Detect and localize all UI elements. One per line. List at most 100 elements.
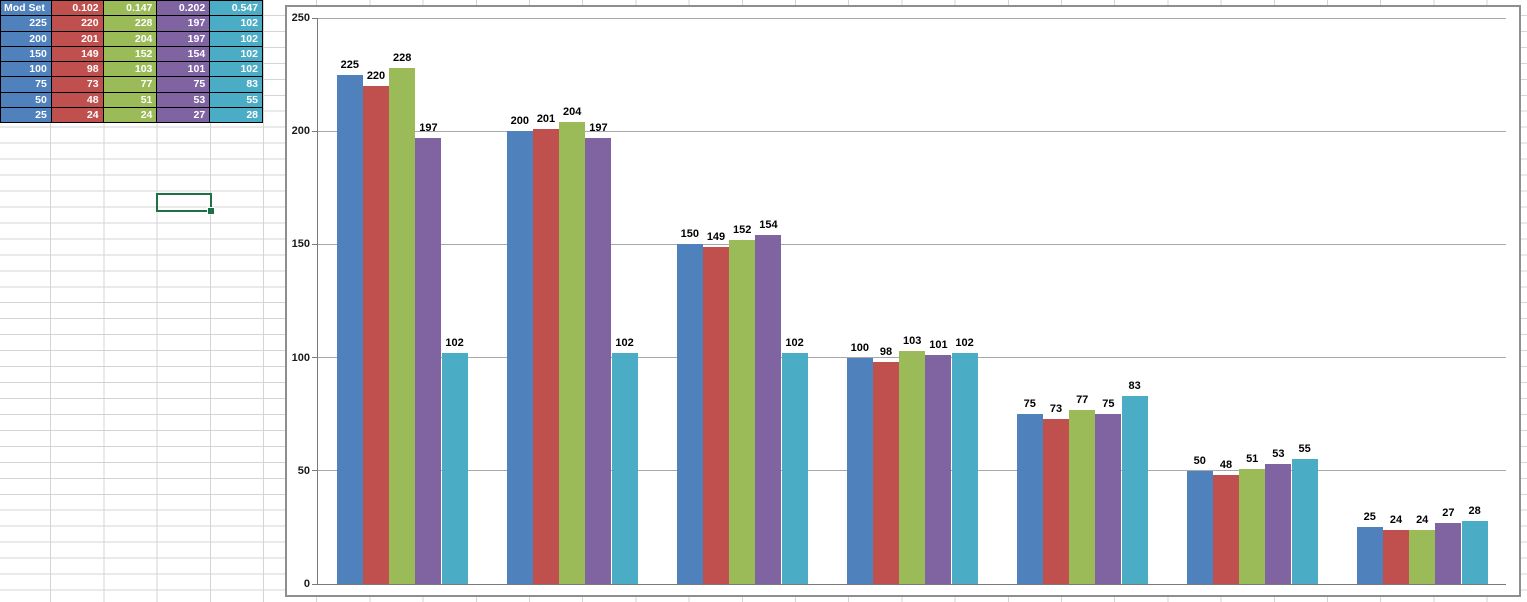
table-header-cell[interactable]: 0.102 <box>51 1 104 17</box>
bar-value-label: 28 <box>1468 504 1481 517</box>
table-cell[interactable]: 103 <box>103 62 158 78</box>
bar[interactable] <box>1265 464 1292 584</box>
table-cell[interactable]: 28 <box>210 107 263 123</box>
table-cell[interactable]: 197 <box>157 31 211 47</box>
table-cell[interactable]: 149 <box>51 46 104 62</box>
bar[interactable] <box>1435 522 1462 584</box>
table-header-cell[interactable]: 0.202 <box>157 1 211 17</box>
y-gridline <box>317 243 1506 245</box>
bar[interactable] <box>389 67 416 584</box>
bar[interactable] <box>951 353 978 584</box>
table-cell[interactable]: 83 <box>210 77 263 93</box>
bar[interactable] <box>846 357 873 584</box>
bar[interactable] <box>1212 475 1240 584</box>
table-cell[interactable]: 24 <box>103 107 158 123</box>
bar-value-label: 102 <box>785 337 804 350</box>
table-cell[interactable]: 225 <box>1 16 52 32</box>
bar-value-label: 73 <box>1049 402 1063 415</box>
bar[interactable] <box>441 353 468 584</box>
bar-value-label: 149 <box>706 230 726 243</box>
table-cell[interactable]: 150 <box>1 46 52 62</box>
table-cell[interactable]: 228 <box>103 16 158 32</box>
bar-value-label: 100 <box>850 341 869 354</box>
bar-value-label: 25 <box>1363 511 1376 524</box>
table-cell[interactable]: 102 <box>210 16 263 32</box>
table-header-cell[interactable]: 0.147 <box>103 1 158 17</box>
table-row: 75 73 77 75 83 <box>1 77 263 93</box>
bar[interactable] <box>585 137 612 584</box>
bar[interactable] <box>755 235 782 584</box>
y-axis-label: 50 <box>297 464 310 477</box>
bar-value-label: 77 <box>1076 393 1089 406</box>
data-table: Mod Set 0.102 0.147 0.202 0.547 225 220 228 197 1… <box>0 0 263 123</box>
bar-value-label: 24 <box>1389 513 1403 526</box>
table-cell[interactable]: 75 <box>1 77 52 93</box>
table-cell[interactable]: 24 <box>51 107 104 123</box>
table-cell[interactable]: 101 <box>157 62 211 78</box>
bar[interactable] <box>1291 459 1318 584</box>
table-header-cell[interactable]: Mod Set <box>1 1 52 17</box>
table-cell[interactable]: 204 <box>103 31 158 47</box>
bar[interactable] <box>336 74 363 584</box>
table-cell[interactable]: 152 <box>103 46 158 62</box>
y-axis-label: 250 <box>291 12 310 24</box>
table-cell[interactable]: 53 <box>157 92 211 108</box>
bar[interactable] <box>611 353 638 584</box>
bar[interactable] <box>559 122 586 584</box>
y-axis-tick <box>312 583 317 585</box>
bar[interactable] <box>1382 529 1410 584</box>
table-cell[interactable]: 75 <box>157 77 211 93</box>
bar[interactable] <box>781 353 808 584</box>
table-cell[interactable]: 77 <box>103 77 158 93</box>
bar[interactable] <box>899 350 926 584</box>
bar[interactable] <box>415 137 442 584</box>
bar[interactable] <box>702 246 730 584</box>
bar[interactable] <box>1409 529 1436 584</box>
table-cell[interactable]: 102 <box>210 31 263 47</box>
y-gridline <box>317 17 1506 19</box>
table-cell[interactable]: 25 <box>1 107 52 123</box>
bar[interactable] <box>1356 527 1383 584</box>
bar-value-label: 48 <box>1219 459 1233 472</box>
bar[interactable] <box>1016 414 1043 584</box>
table-cell[interactable]: 201 <box>51 31 104 47</box>
table-cell[interactable]: 200 <box>1 31 52 47</box>
bar[interactable] <box>506 131 533 584</box>
bar[interactable] <box>1186 470 1213 584</box>
chart-object[interactable]: 250 200 150 100 50 0 225 220 228 197 102 200 201 204 1… <box>285 5 1521 597</box>
bar[interactable] <box>676 244 703 584</box>
table-row: 25 24 24 27 28 <box>1 107 263 123</box>
table-cell[interactable]: 197 <box>157 16 211 32</box>
bar[interactable] <box>729 239 756 584</box>
bar[interactable] <box>1461 520 1488 584</box>
bar[interactable] <box>1042 418 1070 584</box>
bar[interactable] <box>872 362 900 584</box>
table-cell[interactable]: 51 <box>103 92 158 108</box>
table-cell[interactable]: 27 <box>157 107 211 123</box>
fill-handle[interactable] <box>207 207 215 215</box>
table-cell[interactable]: 102 <box>210 46 263 62</box>
table-cell[interactable]: 220 <box>51 16 104 32</box>
bar[interactable] <box>362 85 390 584</box>
y-axis-tick <box>312 243 317 245</box>
bar[interactable] <box>1095 414 1122 584</box>
bar[interactable] <box>925 355 952 584</box>
y-gridline <box>317 130 1506 132</box>
table-cell[interactable]: 73 <box>51 77 104 93</box>
table-cell[interactable]: 154 <box>157 46 211 62</box>
table-cell[interactable]: 102 <box>210 62 263 78</box>
bar[interactable] <box>1239 468 1266 584</box>
table-cell[interactable]: 98 <box>51 62 104 78</box>
selected-cell[interactable] <box>156 193 215 215</box>
bar-value-label: 204 <box>563 106 582 119</box>
table-cell[interactable]: 55 <box>210 92 263 108</box>
bar[interactable] <box>1069 409 1096 584</box>
table-header-cell[interactable]: 0.547 <box>210 1 263 17</box>
bar-value-label: 83 <box>1128 380 1141 393</box>
table-cell[interactable]: 100 <box>1 62 52 78</box>
table-cell[interactable]: 50 <box>1 92 52 108</box>
bar[interactable] <box>1121 396 1148 584</box>
bar[interactable] <box>532 128 560 584</box>
table-cell[interactable]: 48 <box>51 92 104 108</box>
